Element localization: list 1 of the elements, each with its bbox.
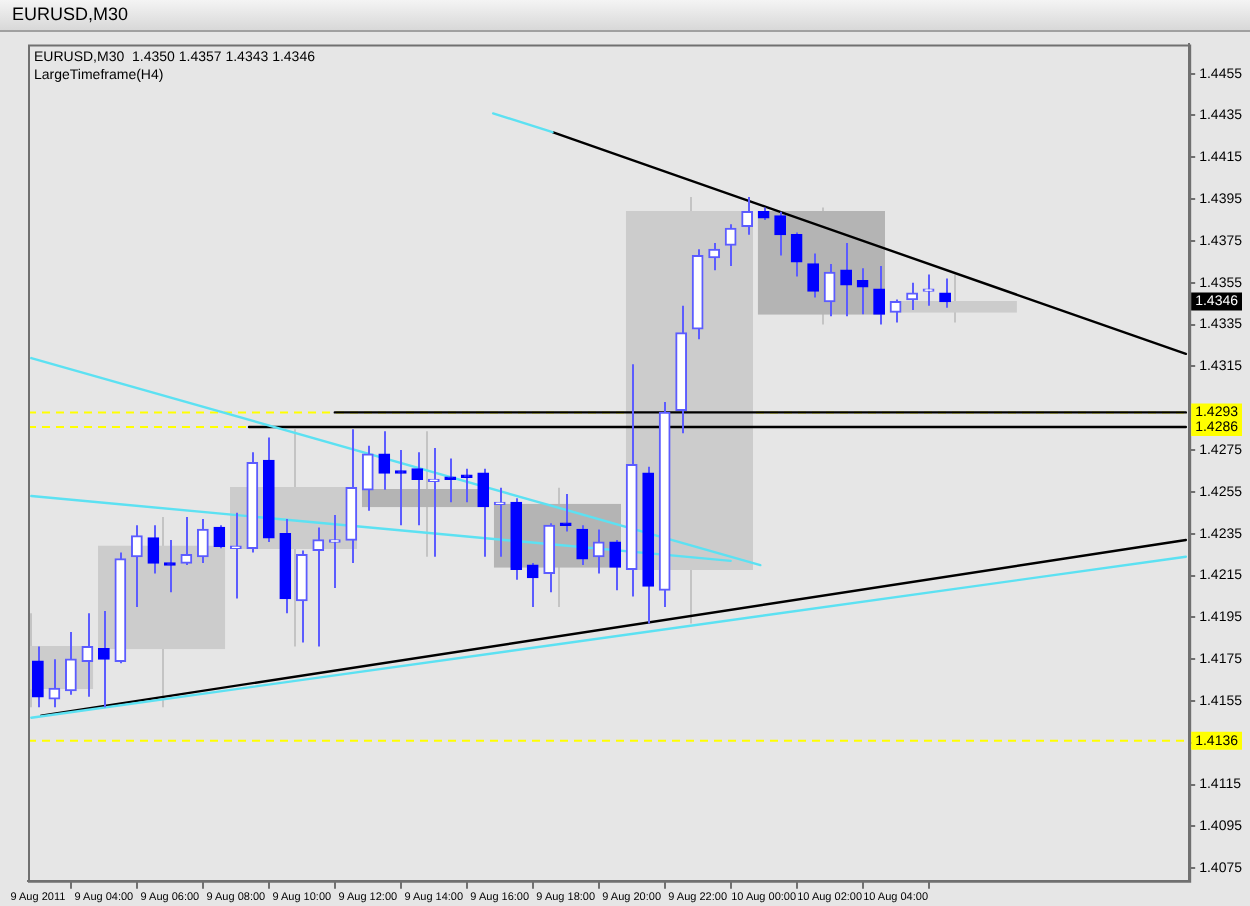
chart-title: EURUSD,M30 xyxy=(0,0,1250,32)
